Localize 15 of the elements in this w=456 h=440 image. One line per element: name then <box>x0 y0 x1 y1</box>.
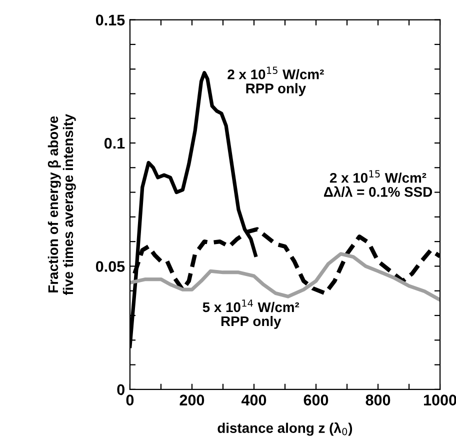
x-axis-title: distance along z (λ$_{0}$) <box>218 422 352 436</box>
y-tick-label: 0 <box>117 384 124 396</box>
y-axis-title: Fraction of energy β above five times average intensity <box>48 114 76 296</box>
x-tick-label: 200 <box>180 394 204 406</box>
x-tick-label: 0 <box>126 394 134 406</box>
x-tick-label: 600 <box>304 394 328 406</box>
annotation: 5 x 10$^{14}$ W/cm² RPP only <box>202 300 300 329</box>
annotation: 2 x 10$^{15}$ W/cm² RPP only <box>228 66 324 96</box>
y-tick-label: 0.1 <box>104 138 125 149</box>
x-tick-label: 400 <box>241 394 266 406</box>
annotation: 2 x 10$^{15}$ W/cm² Δλ/λ = 0.1% SSD <box>324 170 432 197</box>
x-tick-label: 1000 <box>424 394 456 406</box>
y-tick-label: 0.05 <box>96 261 125 272</box>
x-tick-label: 800 <box>366 394 390 406</box>
y-tick-label: 0.15 <box>96 14 125 26</box>
